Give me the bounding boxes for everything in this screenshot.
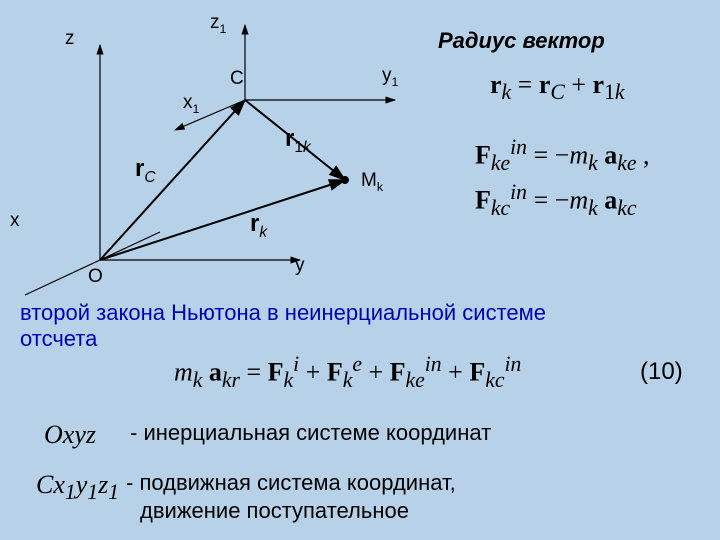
system-oxyz-symbol: Oxyz	[44, 420, 96, 450]
system-cxyz-desc-2: движение поступательное	[140, 498, 409, 524]
newton-law-text-2: отсчета	[20, 326, 97, 352]
equation-rk: rk = rC + r1k	[490, 70, 625, 105]
equation-newton-main: mk akr = Fki + Fke + Fkein + Fkcin	[174, 352, 521, 393]
equation-Fkc: Fkcin = −mk akc	[475, 180, 636, 221]
equation-Fke: Fkein = −mk ake ,	[475, 135, 649, 176]
system-cxyz-desc-1: - подвижная система координат,	[126, 470, 456, 496]
newton-law-text-1: второй закона Ньютона в неинерциальной с…	[20, 300, 546, 326]
section-title: Радиус вектор	[438, 28, 605, 54]
system-oxyz-desc: - инерциальная системе координат	[130, 420, 491, 446]
system-cxyz-symbol: Cx1y1z1	[36, 470, 119, 505]
equation-number: (10)	[640, 358, 683, 386]
